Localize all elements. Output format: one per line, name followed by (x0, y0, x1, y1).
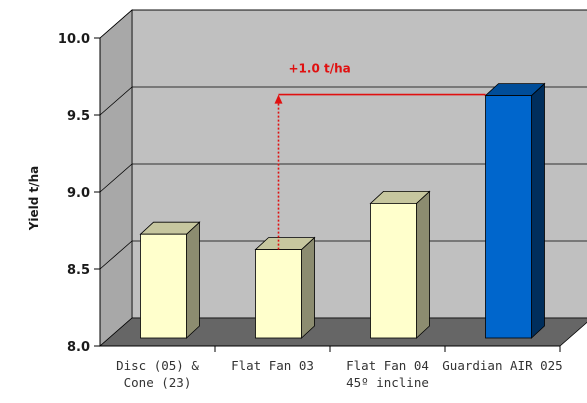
y-tick-label: 8.5 (67, 263, 90, 278)
x-category-label: Flat Fan 04 45º incline (346, 358, 429, 390)
x-category-label: Guardian AIR 025 (442, 358, 562, 373)
annotation: +1.0 t/ha (274, 62, 486, 250)
x-category-label-line: Disc (05) & (116, 358, 199, 373)
bar-front (485, 95, 532, 339)
gridline-side (99, 240, 133, 270)
bars (139, 82, 546, 339)
bar-2 (369, 190, 431, 339)
x-category-label-line: Flat Fan 04 (346, 358, 429, 373)
gridline-side (99, 163, 133, 193)
bar-side (416, 190, 430, 339)
x-axis-labels: Disc (05) & Cone (23) Flat Fan 03 Flat Fan … (100, 345, 563, 390)
bar-side (186, 221, 200, 339)
annotation-label: +1.0 t/ha (289, 62, 351, 76)
gridline-side (99, 86, 133, 116)
bar-side (531, 82, 545, 339)
annotation-arrowhead (274, 94, 283, 104)
x-category-label: Disc (05) & Cone (23) (116, 358, 199, 390)
y-tick-label: 8.0 (67, 340, 90, 355)
y-tick-label: 9.5 (67, 109, 90, 124)
bar-1 (254, 236, 316, 339)
bar-0 (139, 221, 201, 339)
y-tick-label: 9.0 (67, 186, 90, 201)
y-tick-label: 10.0 (58, 32, 90, 47)
y-axis-label: Yield t/ha (27, 166, 41, 232)
x-category-label-line: Flat Fan 03 (231, 358, 314, 373)
x-category-label: Flat Fan 03 (231, 358, 314, 373)
gridline-side (99, 9, 133, 39)
bar-front (255, 249, 302, 339)
bar-3 (484, 82, 546, 339)
x-category-label-line: Cone (23) (124, 375, 192, 390)
x-category-label-line: 45º incline (346, 375, 429, 390)
bar-front (370, 202, 417, 339)
bar-front (140, 233, 187, 339)
x-category-label-line: Guardian AIR 025 (442, 358, 562, 373)
y-axis-ticks: 10.0 9.5 9.0 8.5 8.0 (58, 32, 101, 355)
bar-side (301, 236, 315, 339)
